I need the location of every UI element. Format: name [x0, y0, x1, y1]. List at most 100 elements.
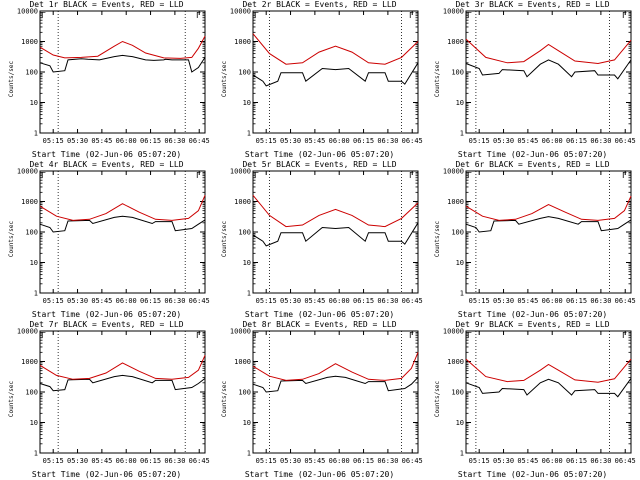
x-tick-label: 06:45 — [402, 137, 423, 145]
series-line-lld — [39, 35, 206, 59]
x-tick-label: 06:45 — [189, 297, 210, 305]
x-tick-label: 05:15 — [256, 297, 277, 305]
x-tick-label: 06:30 — [590, 137, 611, 145]
y-tick-label: 10 — [456, 259, 464, 267]
y-tick-label: 10 — [243, 99, 251, 107]
detector-panel: Det 2r BLACK = Events, RED = LLD Start Ti… — [213, 0, 426, 160]
y-tick-label: 1000 — [21, 38, 38, 46]
y-tick-label: 1000 — [21, 198, 38, 206]
y-tick-label: 1 — [34, 290, 38, 298]
plot-svg: 1 10 100 1000 10000 05:15 05:30 05:45 06:00 06:15… — [230, 8, 423, 146]
x-tick-label: 06:00 — [542, 137, 563, 145]
y-tick-label: 1 — [34, 130, 38, 138]
y-tick-label: 1 — [247, 450, 251, 458]
corner-mark-left: Γ — [41, 11, 46, 20]
series-line-events — [39, 374, 206, 392]
x-axis-label: Start Time (02-Jun-06 05:07:20) — [457, 310, 608, 319]
x-tick-label: 05:45 — [304, 137, 325, 145]
x-tick-label: 06:45 — [189, 137, 210, 145]
corner-mark-right: Γ — [622, 11, 627, 20]
x-tick-label: 05:45 — [91, 457, 112, 465]
x-tick-label: 06:30 — [164, 457, 185, 465]
y-tick-label: 100 — [25, 229, 38, 237]
panel-title: Det 7r BLACK = Events, RED = LLD — [29, 320, 184, 329]
series-line-events — [252, 222, 419, 247]
series-line-events — [39, 215, 206, 233]
y-tick-label: 10 — [456, 419, 464, 427]
y-tick-label: 1 — [460, 290, 464, 298]
y-tick-label: 1000 — [234, 38, 251, 46]
y-tick-label: 10000 — [17, 328, 38, 336]
x-tick-label: 05:45 — [304, 457, 325, 465]
x-tick-label: 06:00 — [329, 457, 350, 465]
corner-mark-right: Γ — [409, 171, 414, 180]
corner-mark-left: Γ — [467, 11, 472, 20]
plot-svg: 1 10 100 1000 10000 05:15 05:30 05:45 06:00 06:15… — [230, 328, 423, 466]
detector-panel: Det 1r BLACK = Events, RED = LLD Start Ti… — [0, 0, 213, 160]
series-line-events — [465, 378, 632, 398]
corner-mark-right: Γ — [196, 331, 201, 340]
plot-frame — [252, 170, 419, 294]
x-tick-label: 06:30 — [164, 297, 185, 305]
x-tick-label: 06:30 — [590, 457, 611, 465]
y-tick-label: 10000 — [443, 168, 464, 176]
y-tick-label: 1000 — [234, 198, 251, 206]
x-tick-label: 06:00 — [329, 297, 350, 305]
x-tick-label: 05:30 — [67, 457, 88, 465]
panel-title: Det 1r BLACK = Events, RED = LLD — [29, 0, 184, 9]
y-tick-label: 10 — [30, 419, 38, 427]
panel-title: Det 5r BLACK = Events, RED = LLD — [242, 160, 397, 169]
y-tick-label: 1000 — [447, 38, 464, 46]
y-tick-label: 10 — [30, 259, 38, 267]
y-tick-label: 10 — [30, 99, 38, 107]
y-tick-label: 1000 — [234, 358, 251, 366]
y-tick-label: 1000 — [447, 198, 464, 206]
plot-frame — [252, 10, 419, 134]
plot-svg: 1 10 100 1000 10000 05:15 05:30 05:45 06:00 06:15… — [443, 8, 636, 146]
y-tick-label: 1 — [460, 130, 464, 138]
x-tick-label: 06:15 — [353, 297, 374, 305]
x-tick-label: 06:00 — [329, 137, 350, 145]
corner-mark-left: Γ — [254, 171, 259, 180]
x-tick-label: 05:45 — [304, 297, 325, 305]
x-tick-label: 06:30 — [164, 137, 185, 145]
x-tick-label: 06:30 — [590, 297, 611, 305]
plot-frame — [465, 330, 632, 454]
panel-title: Det 6r BLACK = Events, RED = LLD — [455, 160, 610, 169]
corner-mark-left: Γ — [254, 11, 259, 20]
panel-title: Det 9r BLACK = Events, RED = LLD — [455, 320, 610, 329]
x-axis-label: Start Time (02-Jun-06 05:07:20) — [31, 310, 182, 319]
x-tick-label: 05:45 — [91, 297, 112, 305]
x-tick-label: 06:15 — [353, 137, 374, 145]
y-tick-label: 1000 — [447, 358, 464, 366]
corner-mark-right: Γ — [622, 171, 627, 180]
y-tick-label: 100 — [451, 229, 464, 237]
series-line-lld — [465, 38, 632, 65]
corner-mark-right: Γ — [196, 11, 201, 20]
y-tick-label: 10000 — [230, 168, 251, 176]
x-tick-label: 05:45 — [91, 137, 112, 145]
series-line-events — [465, 216, 632, 233]
x-tick-label: 06:30 — [377, 137, 398, 145]
corner-mark-left: Γ — [41, 171, 46, 180]
x-tick-label: 06:15 — [566, 457, 587, 465]
x-axis-label: Start Time (02-Jun-06 05:07:20) — [244, 310, 395, 319]
corner-mark-left: Γ — [254, 331, 259, 340]
y-tick-label: 10000 — [230, 8, 251, 16]
x-tick-label: 05:15 — [469, 137, 490, 145]
x-tick-label: 05:45 — [517, 297, 538, 305]
x-axis-label: Start Time (02-Jun-06 05:07:20) — [244, 470, 395, 479]
corner-mark-right: Γ — [409, 11, 414, 20]
x-tick-label: 06:15 — [140, 297, 161, 305]
y-tick-label: 100 — [451, 389, 464, 397]
x-axis-label: Start Time (02-Jun-06 05:07:20) — [31, 150, 182, 159]
series-line-lld — [252, 194, 419, 228]
series-line-lld — [465, 195, 632, 221]
y-tick-label: 100 — [25, 389, 38, 397]
panel-title: Det 8r BLACK = Events, RED = LLD — [242, 320, 397, 329]
corner-mark-left: Γ — [467, 171, 472, 180]
plot-frame — [39, 10, 206, 134]
y-tick-label: 10000 — [443, 8, 464, 16]
detector-panel: Det 4r BLACK = Events, RED = LLD Start Ti… — [0, 160, 213, 320]
